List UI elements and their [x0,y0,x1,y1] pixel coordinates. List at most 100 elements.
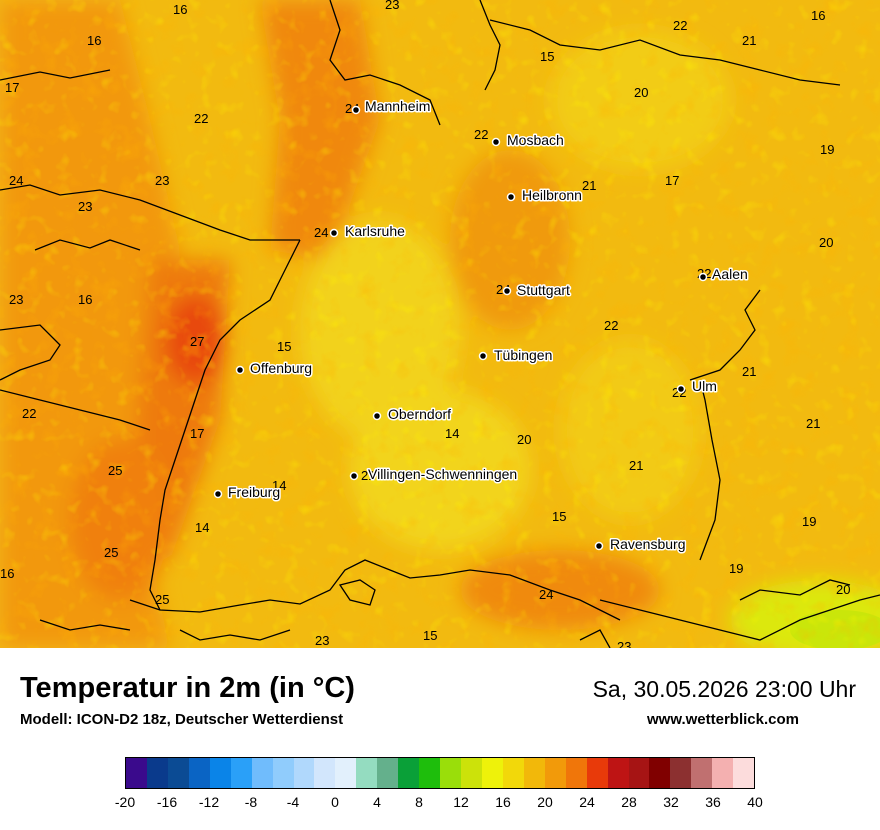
temperature-value: 22 [22,406,36,421]
city-label: Offenburg [250,360,312,376]
temperature-value: 25 [108,463,122,478]
legend-color-segment [691,758,713,788]
color-legend [125,757,755,789]
temperature-value: 23 [385,0,399,12]
temperature-value: 14 [195,520,209,535]
temperature-value: 21 [361,468,375,483]
temperature-value: 19 [820,142,834,157]
temperature-value: 17 [5,80,19,95]
legend-color-segment [544,758,566,788]
temperature-value: 17 [665,173,679,188]
legend-tick-label: 36 [705,794,721,810]
legend-color-segment [272,758,294,788]
temperature-value: 14 [272,478,286,493]
city-label: Aalen [712,266,748,282]
city-label: Tübingen [494,347,552,363]
forecast-datetime: Sa, 30.05.2026 23:00 Uhr [592,676,856,702]
legend-tick-label: 8 [415,794,423,810]
legend-tick-label: 40 [747,794,763,810]
temperature-value: 24 [539,587,553,602]
map-title: Temperatur in 2m (in °C) [20,672,355,704]
legend-color-segment [565,758,587,788]
city-label: Ravensburg [610,536,686,552]
legend-tick-label: -16 [156,794,178,810]
temperature-value: 15 [423,628,437,643]
legend-color-segment [607,758,629,788]
legend-color-segment [377,758,399,788]
legend-color-segment [146,758,168,788]
temperature-value: 21 [806,416,820,431]
temperature-value: 23 [78,199,92,214]
temperature-value: 22 [673,18,687,33]
legend-tick-label: -12 [198,794,220,810]
legend-color-segment [356,758,378,788]
temperature-value: 20 [634,85,648,100]
website-link[interactable]: www.wetterblick.com [647,711,799,728]
temperature-value: 22 [474,127,488,142]
temperature-value: 19 [802,514,816,529]
city-aalen: Aalen [698,265,749,284]
legend-tick-label: 32 [663,794,679,810]
legend-color-segment [481,758,503,788]
temperature-value: 16 [173,2,187,17]
temperature-value: 23 [9,292,23,307]
city-label: Ulm [692,378,717,394]
legend-color-segment [733,758,755,788]
temperature-value: 17 [190,426,204,441]
city-label: Mosbach [507,132,564,148]
legend-color-segment [209,758,231,788]
city-offenburg: Offenburg [235,359,314,378]
legend-tick-label: 16 [495,794,511,810]
temperature-value: 20 [517,432,531,447]
city-dot [506,192,516,202]
temperature-map: 16 23 22 16 21 16 15 17 22 20 19 24 23 2… [0,0,880,648]
legend-color-segment [419,758,441,788]
city-dot [594,541,604,551]
temperature-value: 15 [552,509,566,524]
city-freiburg: Freiburg [213,483,282,502]
legend-color-segment [712,758,734,788]
temperature-value: 21 [742,364,756,379]
map-footer: Temperatur in 2m (in °C) Modell: ICON-D2… [0,648,880,830]
city-label: Karlsruhe [345,223,405,239]
legend-color-segment [126,758,147,788]
legend-color-segment [628,758,650,788]
legend-tick-label: -4 [286,794,300,810]
legend-tick-label: 12 [453,794,469,810]
legend-color-segment [230,758,252,788]
city-karlsruhe: Karlsruhe [329,222,407,241]
temperature-value: 16 [78,292,92,307]
border-lines [0,0,880,648]
temperature-value: 21 [582,178,596,193]
city-label: Oberndorf [388,406,451,422]
city-label: Freiburg [228,484,280,500]
legend-tick-label: 24 [579,794,595,810]
temperature-value: 15 [277,339,291,354]
legend-color-segment [502,758,524,788]
temperature-value: 21 [629,458,643,473]
city-villingen-schwenningen: Villingen-Schwenningen [349,465,519,484]
temperature-value: 16 [87,33,101,48]
legend-color-segment [440,758,461,788]
city-dot [491,137,501,147]
temperature-value: 20 [836,582,850,597]
legend-ticks: -20 -16 -12 -8 -4 0 4 8 12 16 20 24 28 32 36 40 [115,794,763,814]
temperature-value: 27 [190,334,204,349]
city-stuttgart: Stuttgart [502,281,572,300]
city-label: Mannheim [365,98,430,114]
temperature-value: 24 [9,173,23,188]
temperature-value: 14 [445,426,459,441]
temperature-value: 25 [155,592,169,607]
legend-tick-label: 20 [537,794,553,810]
model-info: Modell: ICON-D2 18z, Deutscher Wetterdie… [20,711,344,728]
temperature-value: 15 [540,49,554,64]
temperature-value: 20 [819,235,833,250]
city-tuebingen: Tübingen [478,346,554,365]
city-ulm: Ulm [676,377,718,396]
legend-color-segment [670,758,692,788]
legend-tick-label: -8 [244,794,258,810]
temperature-value: 22 [604,318,618,333]
city-dot [329,228,339,238]
temperature-value: 19 [729,561,743,576]
temperature-value: 24 [314,225,328,240]
